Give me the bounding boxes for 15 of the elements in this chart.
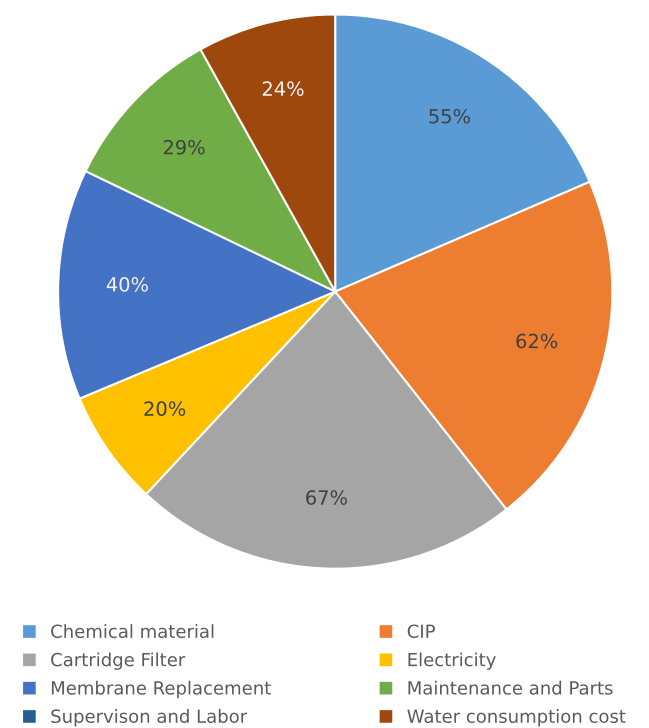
legend-label: Supervison and Labor	[51, 709, 248, 727]
data-label: 40%	[106, 277, 148, 292]
legend-label: Electricity	[408, 652, 496, 670]
data-label: 29%	[164, 140, 205, 155]
legend-label: Water consumption cost	[407, 709, 626, 727]
legend-label: Cartridge Filter	[51, 652, 186, 670]
legend-label: Maintenance and Parts	[408, 680, 613, 695]
data-label: 20%	[144, 401, 186, 416]
legend-label: Chemical material	[51, 624, 214, 638]
data-label: 55%	[429, 108, 470, 124]
data-label: 62%	[516, 334, 558, 348]
data-label: 67%	[306, 490, 347, 505]
legend-label: CIP	[408, 624, 435, 638]
legend-label: Membrane Replacement	[52, 680, 271, 698]
data-label: 24%	[262, 81, 304, 96]
